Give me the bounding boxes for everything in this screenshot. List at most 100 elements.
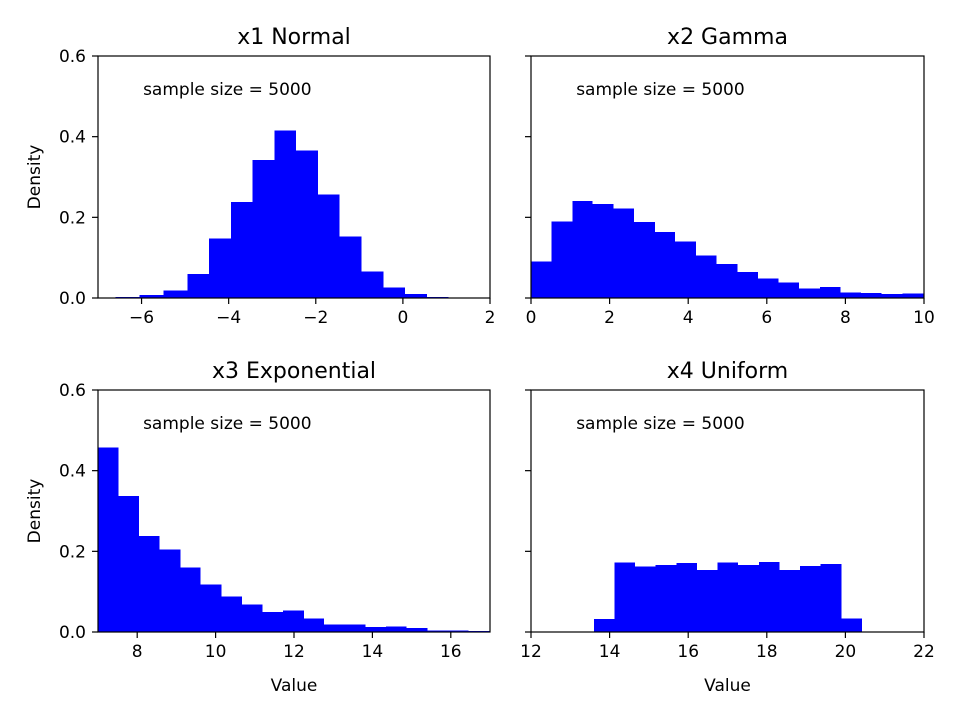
- histogram-bar: [738, 565, 759, 632]
- histogram-bar: [221, 596, 242, 632]
- subplot-title: x4 Uniform: [667, 359, 788, 384]
- y-tick-label: 0.0: [59, 289, 86, 309]
- sample-size-annotation: sample size = 5000: [143, 80, 312, 100]
- axes-frame: [530, 55, 925, 299]
- x-tick-label: 10: [913, 308, 935, 328]
- y-tick-label: 0.2: [59, 208, 86, 228]
- x-tick-label: 8: [132, 642, 143, 662]
- x-tick-label: 14: [599, 642, 621, 662]
- histogram-bar: [778, 282, 800, 298]
- histogram-bar: [324, 624, 345, 632]
- subplot-4: 12 14 16 18 20 22 x4 Uniform sample size = 5000…: [520, 359, 935, 696]
- histogram-bar: [861, 292, 882, 298]
- histogram-bar: [841, 618, 862, 632]
- x-tick-label: 18: [756, 642, 778, 662]
- histogram-bar: [717, 562, 739, 632]
- histogram-bar: [676, 563, 697, 632]
- x-tick-label: −4: [216, 308, 241, 328]
- histogram-bar: [252, 160, 275, 298]
- bars: [531, 200, 924, 298]
- histogram-bar: [820, 564, 842, 632]
- histogram-bar: [655, 565, 677, 632]
- histogram-bar: [447, 630, 469, 632]
- subplot-3: 8 10 12 14 16 0.0 0.2 0.4 0.6 x3 Exponential sampl…: [25, 359, 491, 696]
- histogram-bar: [283, 610, 304, 632]
- histogram-bar: [339, 236, 362, 298]
- subplot-title: x3 Exponential: [212, 359, 376, 384]
- histogram-bar: [779, 569, 801, 632]
- histogram-bar: [758, 561, 780, 632]
- histogram-bar: [361, 271, 384, 298]
- histogram-bar: [593, 619, 615, 632]
- x-tick-label: 0: [397, 308, 408, 328]
- bars: [98, 447, 490, 632]
- histogram-bar: [840, 292, 862, 298]
- sample-size-annotation: sample size = 5000: [143, 414, 312, 434]
- histogram-bar: [531, 261, 552, 298]
- histogram-bar: [241, 604, 263, 632]
- bars: [115, 130, 449, 298]
- histogram-bar: [696, 569, 718, 632]
- x-tick-label: 0: [526, 308, 537, 328]
- subplot-title: x2 Gamma: [667, 25, 788, 50]
- histogram-bar: [180, 567, 201, 632]
- histogram-bar: [902, 293, 924, 298]
- histogram-bar: [654, 231, 676, 298]
- histogram-bar: [881, 293, 903, 298]
- x-tick-label: −6: [129, 308, 154, 328]
- x-tick-label: 22: [913, 642, 935, 662]
- y-tick-label: 0.6: [59, 381, 86, 401]
- histogram-bar: [296, 150, 318, 298]
- histogram-bar: [427, 630, 448, 632]
- y-axis-label: Density: [25, 145, 45, 210]
- histogram-bar: [737, 272, 758, 298]
- x-tick-label: 4: [683, 308, 694, 328]
- histogram-bar: [230, 202, 253, 298]
- histogram-bar: [386, 626, 407, 632]
- x-tick-label: 2: [604, 308, 615, 328]
- histogram-bar: [614, 562, 636, 632]
- histogram-bar: [118, 496, 140, 632]
- histogram-bar: [209, 238, 231, 298]
- histogram-bar: [592, 204, 614, 298]
- histogram-bar: [159, 549, 181, 632]
- y-tick-label: 0.0: [59, 623, 86, 643]
- x-tick-label: 20: [835, 642, 857, 662]
- histogram-bar: [551, 221, 573, 298]
- x-tick-label: 2: [485, 308, 496, 328]
- bars: [593, 561, 862, 632]
- sample-size-annotation: sample size = 5000: [576, 80, 745, 100]
- x-tick-label: 8: [840, 308, 851, 328]
- histogram-bar: [675, 241, 697, 298]
- histogram-bar: [365, 627, 387, 632]
- histogram-bar: [383, 287, 406, 298]
- x-tick-label: 6: [761, 308, 772, 328]
- x-tick-label: −2: [303, 308, 328, 328]
- x-axis-label: Value: [271, 676, 318, 696]
- histogram-bar: [819, 287, 841, 298]
- histogram-bar: [799, 288, 820, 298]
- histogram-bar: [139, 294, 164, 298]
- y-tick-label: 0.4: [59, 128, 86, 148]
- y-axis-label: Density: [25, 479, 45, 544]
- histogram-bar: [139, 536, 160, 632]
- axes-frame: [530, 389, 925, 633]
- y-tick-label: 0.4: [59, 462, 86, 482]
- x-tick-label: 12: [520, 642, 542, 662]
- sample-size-annotation: sample size = 5000: [576, 414, 745, 434]
- subplot-title: x1 Normal: [237, 25, 351, 50]
- x-tick-label: 16: [440, 642, 462, 662]
- histogram-bar: [468, 630, 490, 632]
- histogram-bar: [800, 565, 821, 632]
- histogram-bar: [633, 222, 655, 298]
- histogram-bar: [274, 130, 297, 298]
- histogram-bar: [613, 208, 634, 298]
- histogram-bar: [344, 624, 366, 632]
- y-tick-label: 0.2: [59, 542, 86, 562]
- histogram-bar: [635, 566, 656, 632]
- histogram-bar: [163, 290, 188, 298]
- x-tick-label: 10: [205, 642, 227, 662]
- subplot-1: −6 −4 −2 0 2 0.0 0.2 0.4 0.6 x1 Normal sample size…: [25, 25, 495, 328]
- histogram-bar: [303, 618, 325, 632]
